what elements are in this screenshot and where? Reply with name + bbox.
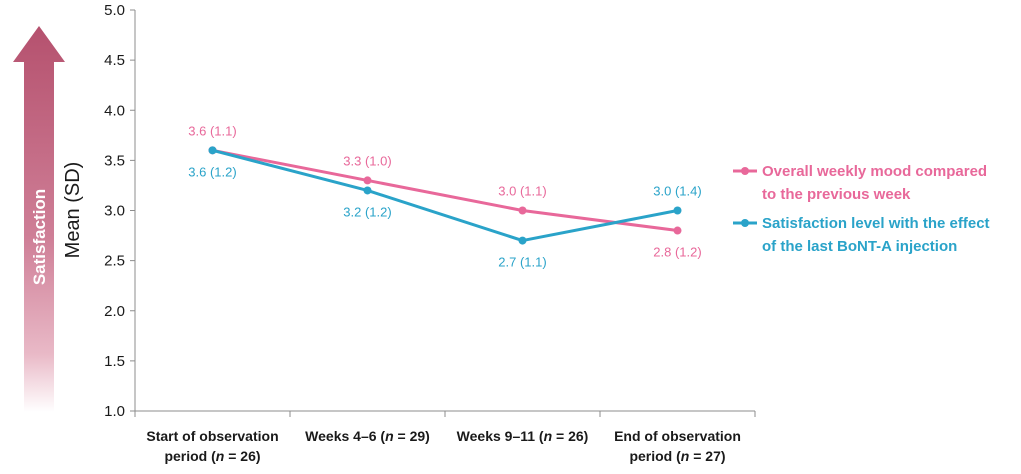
legend: Overall weekly mood compared to the previ… bbox=[733, 163, 990, 255]
arrow-shape bbox=[13, 26, 65, 412]
y-tick-label: 4.5 bbox=[104, 52, 125, 69]
series-line bbox=[212, 148, 678, 243]
series: 3.6 (1.1)3.3 (1.0)3.0 (1.1)2.8 (1.2)3.6 … bbox=[188, 123, 701, 269]
y-axis-label: Mean (SD) bbox=[62, 162, 84, 259]
data-label: 3.3 (1.0) bbox=[343, 153, 391, 168]
legend-marker bbox=[741, 219, 749, 227]
y-ticks: 5.0 4.5 4.0 3.5 3.0 2.5 2.0 1.5 1.0 bbox=[104, 2, 135, 420]
data-point bbox=[518, 236, 527, 245]
data-point bbox=[363, 186, 372, 195]
x-tick-label: Start of observation period (n = 26) bbox=[146, 428, 278, 464]
data-label: 3.2 (1.2) bbox=[343, 204, 391, 219]
data-label: 3.6 (1.1) bbox=[188, 123, 236, 138]
satisfaction-arrow: Satisfaction bbox=[13, 26, 65, 412]
y-tick-label: 1.0 bbox=[104, 403, 125, 420]
data-point bbox=[208, 146, 217, 155]
legend-label: Satisfaction level with the effect of the… bbox=[762, 215, 990, 255]
y-tick-label: 4.0 bbox=[104, 102, 125, 119]
data-point bbox=[673, 206, 682, 215]
series-1: 3.6 (1.1) 3.3 (1.0) 3.0 (1.1) 2.8 (1.2) bbox=[188, 123, 701, 259]
data-label: 3.6 (1.2) bbox=[188, 164, 236, 179]
x-ticks: Start of observation period (n = 26) Weeks… bbox=[146, 428, 741, 464]
x-tick-label: End of observation period (n = 27) bbox=[614, 428, 741, 464]
y-tick-label: 1.5 bbox=[104, 353, 125, 370]
y-tick-label: 2.0 bbox=[104, 303, 125, 320]
data-label: 3.0 (1.4) bbox=[653, 184, 701, 199]
y-tick-label: 3.0 bbox=[104, 203, 125, 220]
y-tick-label: 2.5 bbox=[104, 253, 125, 270]
data-label: 3.0 (1.1) bbox=[498, 184, 546, 199]
legend-item-2: Satisfaction level with the effect of the… bbox=[733, 215, 990, 255]
y-tick-label: 5.0 bbox=[104, 2, 125, 19]
data-point bbox=[673, 226, 682, 235]
data-label: 2.7 (1.1) bbox=[498, 255, 546, 270]
x-tick-label: Weeks 4–6 (n = 29) bbox=[305, 428, 430, 444]
data-point bbox=[518, 206, 527, 215]
arrow-label: Satisfaction bbox=[30, 189, 49, 285]
legend-marker bbox=[741, 167, 749, 175]
y-tick-label: 3.5 bbox=[104, 152, 125, 169]
series-2: 3.6 (1.2) 3.2 (1.2) 2.7 (1.1) 3.0 (1.4) bbox=[188, 146, 702, 270]
series-line bbox=[212, 148, 678, 233]
legend-item-1: Overall weekly mood compared to the previ… bbox=[733, 163, 987, 203]
legend-label: Overall weekly mood compared to the previ… bbox=[762, 163, 987, 203]
data-point bbox=[363, 176, 372, 185]
x-tick-label: Weeks 9–11 (n = 26) bbox=[457, 428, 589, 444]
data-label: 2.8 (1.2) bbox=[653, 245, 701, 260]
